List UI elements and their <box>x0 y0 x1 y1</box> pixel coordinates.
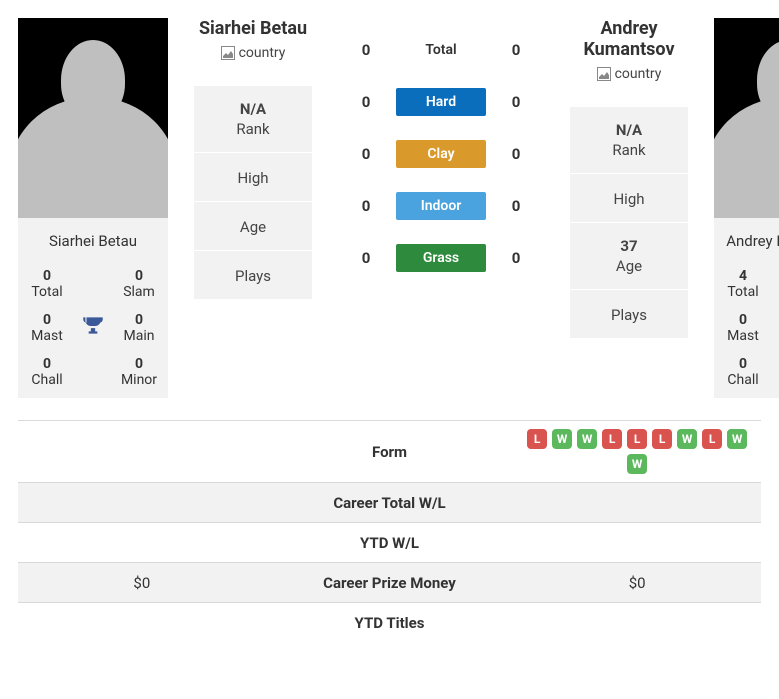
p1-mast: 0Mast <box>24 312 70 344</box>
label-ytd-wl: YTD W/L <box>266 526 514 560</box>
h2h-total-right: 0 <box>486 41 546 59</box>
label-ytd-titles: YTD Titles <box>266 606 514 640</box>
form-win-badge: W <box>552 429 572 449</box>
label-career-wl: Career Total W/L <box>266 486 514 520</box>
h2h-grass-right: 0 <box>486 249 546 267</box>
h2h-hard-right: 0 <box>486 93 546 111</box>
player2-avatar <box>714 18 779 218</box>
form-loss-badge: L <box>702 429 722 449</box>
broken-image-icon <box>221 46 235 60</box>
row-career-prize: $0 Career Prize Money $0 <box>18 562 761 602</box>
p1-slam: 0Slam <box>116 268 162 300</box>
label-form: Form <box>266 435 514 469</box>
player2-summary-name: Andrey Kumantsov <box>714 218 779 264</box>
player2-stats: N/ARank High 37Age Plays <box>570 107 688 339</box>
p2-chall: 0Chall <box>720 356 766 388</box>
surface-indoor: Indoor <box>396 192 486 220</box>
h2h-indoor-left: 0 <box>336 197 396 215</box>
h2h-indoor-right: 0 <box>486 197 546 215</box>
player2-header: Andrey Kumantsov country N/ARank High 37… <box>554 18 704 339</box>
p2-total: 4Total <box>720 268 766 300</box>
h2h-hard-left: 0 <box>336 93 396 111</box>
form-win-badge: W <box>627 454 647 474</box>
label-career-prize: Career Prize Money <box>266 566 514 600</box>
player1-form <box>18 444 266 460</box>
player2-column: Andrey Kumantsov 4Total 0Slam 0Mast 0Mai… <box>714 18 779 398</box>
form-loss-badge: L <box>652 429 672 449</box>
player1-country: country <box>178 45 328 61</box>
row-career-wl: Career Total W/L <box>18 482 761 522</box>
player2-country: country <box>554 66 704 82</box>
p1-main: 0Main <box>116 312 162 344</box>
h2h-clay-left: 0 <box>336 145 396 163</box>
h2h-grass-left: 0 <box>336 249 396 267</box>
row-ytd-titles: YTD Titles <box>18 602 761 642</box>
p1-minor: 0Minor <box>116 356 162 388</box>
broken-image-icon <box>597 67 611 81</box>
p1-total: 0Total <box>24 268 70 300</box>
form-loss-badge: L <box>602 429 622 449</box>
trophy-icon <box>70 313 116 343</box>
player1-column: Siarhei Betau 0Total 0Slam 0Mast 0Main 0… <box>18 18 168 398</box>
player2-name[interactable]: Andrey Kumantsov <box>554 18 704 60</box>
p1-chall: 0Chall <box>24 356 70 388</box>
comparison-table: Form LWWLLLWLWW Career Total W/L YTD W/L… <box>18 420 761 642</box>
form-win-badge: W <box>727 429 747 449</box>
player1-stats: N/ARank High Age Plays <box>194 86 312 300</box>
center-column: Siarhei Betau country N/ARank High Age P… <box>168 18 714 339</box>
row-ytd-wl: YTD W/L <box>18 522 761 562</box>
player1-career-prize: $0 <box>18 566 266 600</box>
form-win-badge: W <box>577 429 597 449</box>
surface-grass: Grass <box>396 244 486 272</box>
player1-header: Siarhei Betau country N/ARank High Age P… <box>178 18 328 339</box>
h2h-total-left: 0 <box>336 41 396 59</box>
trophy-icon <box>766 313 779 343</box>
player2-career-prize: $0 <box>513 566 761 600</box>
form-win-badge: W <box>677 429 697 449</box>
player2-form: LWWLLLWLWW <box>513 421 761 482</box>
player2-summary: Andrey Kumantsov 4Total 0Slam 0Mast 0Mai… <box>714 218 779 398</box>
player1-name[interactable]: Siarhei Betau <box>178 18 328 39</box>
comparison-header: Siarhei Betau 0Total 0Slam 0Mast 0Main 0… <box>18 18 761 398</box>
row-form: Form LWWLLLWLWW <box>18 420 761 482</box>
player1-avatar <box>18 18 168 218</box>
surface-clay: Clay <box>396 140 486 168</box>
p2-mast: 0Mast <box>720 312 766 344</box>
h2h-clay-right: 0 <box>486 145 546 163</box>
h2h-surface-stats: 0 Total 0 0 Hard 0 0 Clay 0 0 Indoor <box>336 24 546 339</box>
form-loss-badge: L <box>527 429 547 449</box>
form-loss-badge: L <box>627 429 647 449</box>
player1-summary-name: Siarhei Betau <box>18 218 168 264</box>
player1-summary: Siarhei Betau 0Total 0Slam 0Mast 0Main 0… <box>18 218 168 398</box>
surface-hard: Hard <box>396 88 486 116</box>
surface-total: Total <box>396 36 486 64</box>
